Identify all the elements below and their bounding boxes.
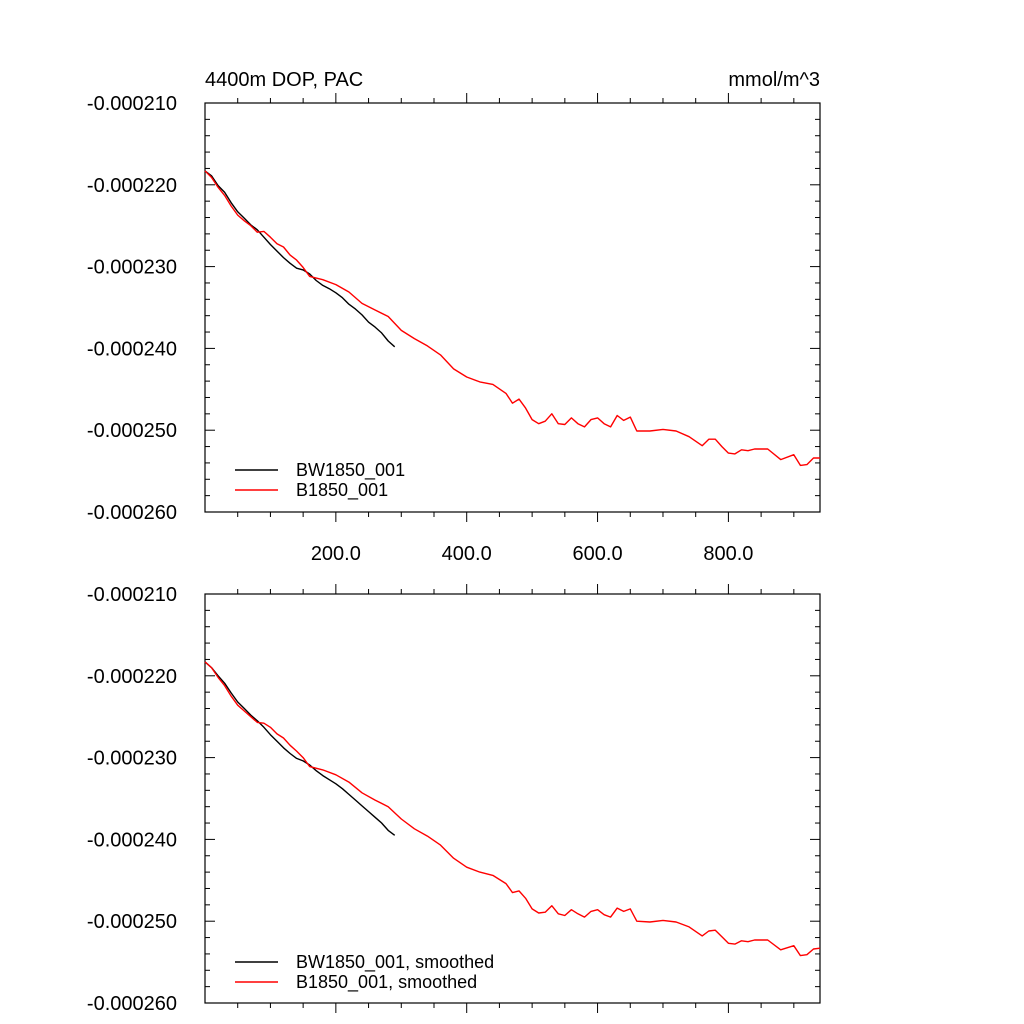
- x-tick-label: 400.0: [442, 543, 492, 565]
- plot-frame: [204, 593, 821, 1004]
- y-tick-label: -0.000210: [87, 93, 177, 115]
- x-tick-label: 800.0: [703, 543, 753, 565]
- bottom-panel: -0.000210 -0.000220 -0.000230 -0.000240 -0.0…: [87, 584, 821, 1015]
- y-tick-label: -0.000240: [87, 338, 177, 360]
- x-tick-label: 200.0: [311, 543, 361, 565]
- y-tick-label: -0.000260: [87, 993, 177, 1015]
- legend-label: B1850_001, smoothed: [296, 972, 477, 993]
- top-panel: -0.000210 -0.000220 -0.000230 -0.000240 -0.0…: [87, 93, 821, 565]
- legend-label: B1850_001: [296, 480, 388, 501]
- chart-title: 4400m DOP, PAC: [205, 69, 363, 91]
- y-tick-label: -0.000220: [87, 666, 177, 688]
- y-tick-label: -0.000250: [87, 911, 177, 933]
- y-tick-label: -0.000210: [87, 584, 177, 606]
- x-tick-label: 600.0: [573, 543, 623, 565]
- units-label: mmol/m^3: [728, 69, 820, 91]
- y-tick-label: -0.000230: [87, 257, 177, 279]
- series-line-b1850: [204, 170, 820, 467]
- plot-frame: [204, 102, 821, 513]
- series-line-bw1850: [204, 170, 396, 348]
- series-line-bw1850: [204, 661, 396, 836]
- y-tick-label: -0.000260: [87, 502, 177, 524]
- y-tick-label: -0.000250: [87, 420, 177, 442]
- y-tick-label: -0.000230: [87, 748, 177, 770]
- legend-label: BW1850_001, smoothed: [296, 952, 494, 973]
- legend-label: BW1850_001: [296, 460, 405, 481]
- series-line-b1850: [204, 661, 821, 957]
- y-tick-label: -0.000240: [87, 829, 177, 851]
- y-tick-label: -0.000220: [87, 175, 177, 197]
